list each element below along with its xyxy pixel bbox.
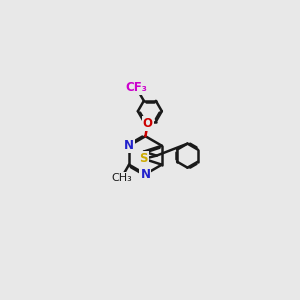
Text: O: O (142, 117, 153, 130)
Text: S: S (140, 152, 148, 165)
Text: CH₃: CH₃ (111, 173, 132, 183)
Text: N: N (124, 139, 134, 152)
Text: CF₃: CF₃ (125, 81, 147, 94)
Text: N: N (140, 168, 150, 181)
